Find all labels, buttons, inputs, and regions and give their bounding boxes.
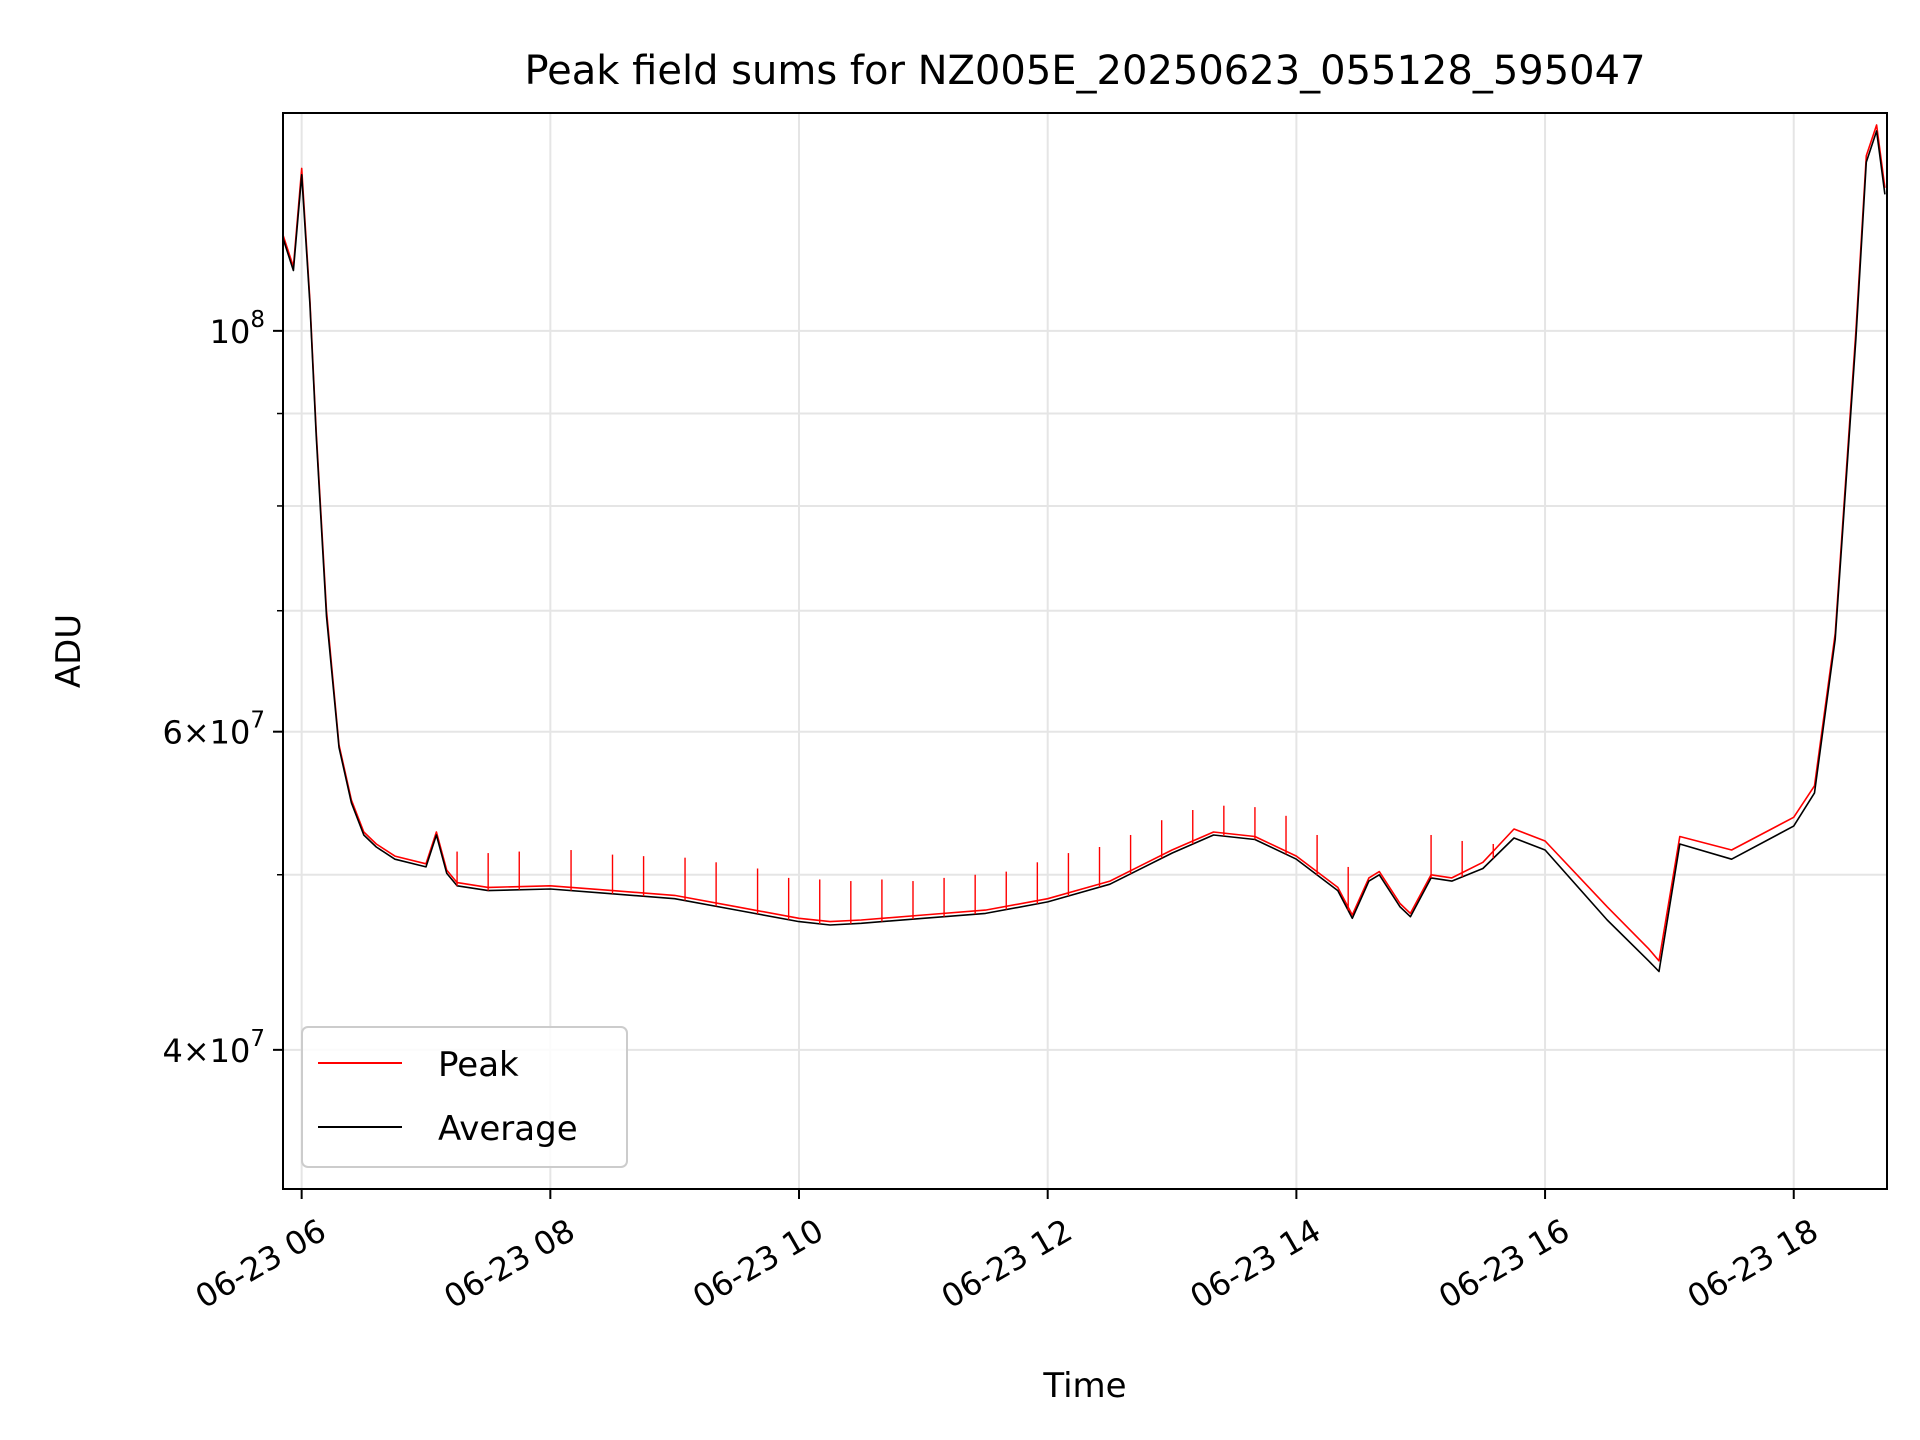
y-tick-label: 4×107 (162, 1026, 265, 1070)
y-tick-label: 6×107 (162, 708, 265, 752)
series-layer (283, 124, 1886, 973)
legend-label-peak: Peak (438, 1045, 519, 1085)
y-tick-label: 108 (210, 307, 265, 351)
legend-label-average: Average (438, 1109, 578, 1149)
legend: Peak Average (301, 1026, 628, 1168)
chart-title: Peak field sums for NZ005E_20250623_0551… (524, 48, 1645, 94)
plot-frame (282, 112, 1888, 1190)
series-line-peak (283, 124, 1886, 962)
y-axis-label: ADU (49, 614, 89, 688)
series-line-average (283, 130, 1886, 973)
grid (283, 113, 1887, 1189)
x-axis-label: Time (1042, 1366, 1126, 1406)
